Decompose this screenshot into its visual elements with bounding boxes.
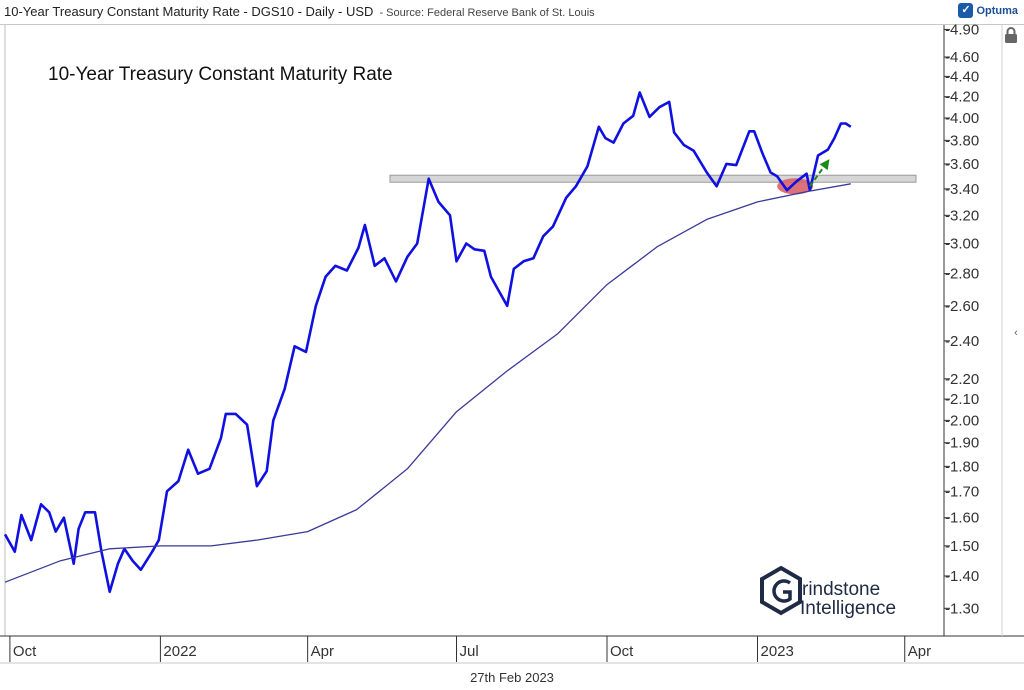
grindstone-watermark: rindstone Intelligence <box>760 565 896 619</box>
y-tick-label: -2.80 <box>945 266 979 283</box>
y-tick-label: -1.70 <box>945 483 979 500</box>
optuma-logo-icon: ✓ <box>958 3 974 18</box>
x-axis-ticks: Oct 2022 Apr Jul Oct 2023 Apr <box>9 636 931 662</box>
y-tick-label: -2.00 <box>945 412 979 429</box>
lock-button[interactable] <box>998 24 1024 46</box>
y-tick-label: -3.40 <box>945 181 979 198</box>
chevron-left-icon: ‹ <box>1014 327 1018 339</box>
y-tick-label: -3.80 <box>945 132 979 149</box>
y-tick-label: -4.40 <box>945 68 979 85</box>
y-tick-label: -3.60 <box>945 156 979 173</box>
watermark-line2: Intelligence <box>800 598 896 619</box>
chart-header-title: 10-Year Treasury Constant Maturity Rate … <box>4 4 595 19</box>
y-tick-label: -1.50 <box>945 538 979 555</box>
y-tick-label: -3.00 <box>945 235 979 252</box>
x-tick-label: Oct <box>610 643 634 660</box>
trend-arrow <box>809 162 828 187</box>
header-title-text: 10-Year Treasury Constant Maturity Rate … <box>4 4 374 19</box>
grindstone-logo-icon <box>760 565 802 616</box>
resistance-band <box>389 174 917 183</box>
y-tick-label: -2.60 <box>945 298 979 315</box>
y-tick-label: -4.60 <box>945 49 979 66</box>
x-tick-label: Apr <box>908 643 931 660</box>
footer-date: 27th Feb 2023 <box>470 670 554 685</box>
x-tick-label: Oct <box>13 643 37 660</box>
y-tick-label: -3.20 <box>945 207 979 224</box>
header-bar: 10-Year Treasury Constant Maturity Rate … <box>0 0 1024 25</box>
collapse-panel-button[interactable]: ‹ <box>1010 324 1022 342</box>
price-line <box>3 91 852 594</box>
y-tick-label: -2.10 <box>945 391 979 408</box>
y-axis-ticks: -1.30 -1.40 -1.50 -1.60 -1.70 -1.80 -1.90 -2.00… <box>944 21 979 617</box>
y-tick-label: -1.40 <box>945 568 979 585</box>
y-tick-label: -4.20 <box>945 89 979 106</box>
x-tick-label: 2022 <box>163 643 196 660</box>
y-tick-label: -1.60 <box>945 510 979 527</box>
optuma-logo-text: Optuma <box>976 4 1018 17</box>
optuma-logo: ✓ Optuma <box>958 3 1018 18</box>
x-tick-label: 2023 <box>761 643 794 660</box>
moving-average-line <box>4 183 851 583</box>
y-tick-label: -1.90 <box>945 435 979 452</box>
x-tick-label: Jul <box>460 643 479 660</box>
series-layer <box>3 91 852 594</box>
y-tick-label: -1.30 <box>945 600 979 617</box>
trend-arrowhead <box>819 159 830 171</box>
lock-icon <box>1005 27 1017 43</box>
x-tick-label: Apr <box>311 643 334 660</box>
chart-title: 10-Year Treasury Constant Maturity Rate <box>48 64 393 85</box>
y-tick-label: -4.00 <box>945 110 979 127</box>
header-source-text: - Source: Federal Reserve Bank of St. Lo… <box>379 7 595 19</box>
y-tick-label: -2.20 <box>945 371 979 388</box>
y-tick-label: -4.90 <box>945 21 979 38</box>
y-tick-label: -2.40 <box>945 333 979 350</box>
y-tick-label: -1.80 <box>945 458 979 475</box>
watermark-line1: rindstone <box>802 579 880 600</box>
